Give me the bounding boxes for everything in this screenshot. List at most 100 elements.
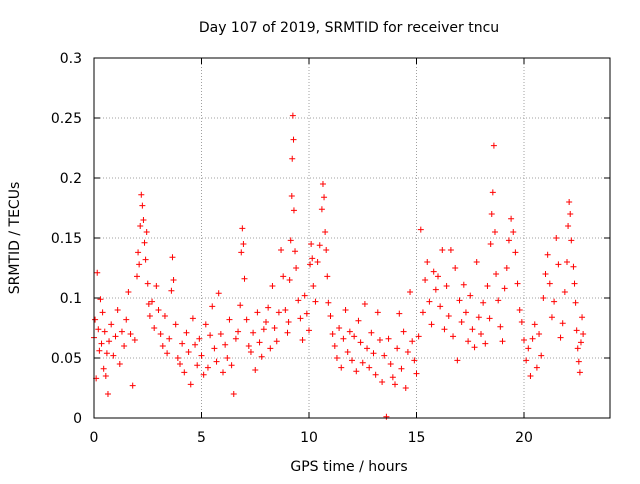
data-point [495, 297, 502, 304]
data-point [573, 327, 580, 334]
data-point [301, 292, 308, 299]
data-point [207, 332, 214, 339]
data-point [536, 331, 543, 337]
data-point [103, 350, 110, 357]
data-point [321, 194, 328, 201]
data-point [226, 316, 233, 323]
data-point [127, 331, 134, 337]
data-point [521, 337, 527, 343]
data-point [443, 283, 450, 289]
data-point [376, 337, 383, 343]
data-point [568, 237, 575, 244]
data-point [465, 338, 472, 345]
data-point [482, 340, 489, 347]
data-point [540, 295, 547, 301]
data-point [224, 355, 231, 361]
data-point [131, 337, 138, 343]
data-point [439, 247, 446, 253]
data-point [170, 277, 177, 283]
data-point [287, 237, 294, 244]
data-point [357, 339, 364, 346]
data-point [323, 247, 330, 253]
data-point [450, 333, 457, 340]
data-point [392, 381, 398, 388]
data-point [114, 307, 121, 313]
data-point [297, 315, 304, 322]
data-point [557, 334, 564, 341]
data-point [282, 307, 289, 313]
data-point [285, 319, 292, 325]
data-point [374, 309, 381, 316]
data-point [238, 249, 245, 256]
data-point [303, 310, 310, 317]
data-point [467, 292, 474, 299]
data-point [209, 303, 216, 310]
data-point [106, 338, 113, 345]
data-point [383, 413, 390, 420]
data-point [417, 226, 424, 233]
data-point [452, 265, 459, 271]
data-point [389, 374, 396, 381]
data-point [306, 327, 312, 334]
data-point [314, 259, 321, 265]
data-point [157, 331, 164, 337]
data-point [312, 298, 319, 305]
data-point [381, 352, 388, 359]
data-point [308, 241, 315, 247]
data-point [518, 319, 525, 325]
data-point [155, 307, 162, 313]
data-point [516, 307, 523, 313]
data-point [252, 367, 259, 373]
data-point [404, 349, 411, 355]
data-point [324, 273, 331, 280]
data-point [278, 247, 285, 253]
data-point [293, 265, 300, 271]
data-point [336, 325, 343, 331]
data-point [333, 355, 340, 361]
data-point [121, 343, 128, 349]
data-point [564, 259, 570, 265]
data-point [570, 263, 577, 270]
data-point [435, 273, 441, 280]
data-point [572, 299, 579, 306]
data-point [456, 297, 463, 304]
data-point [445, 313, 452, 319]
data-point [146, 313, 153, 319]
x-axis-label: GPS time / hours [290, 459, 407, 475]
data-point [370, 350, 377, 357]
data-point [96, 347, 103, 354]
data-point [575, 358, 582, 365]
y-tick-label: 0.3 [60, 51, 82, 67]
data-point [447, 247, 454, 253]
data-point [153, 283, 160, 289]
data-point [529, 335, 536, 342]
data-point [415, 333, 422, 340]
data-point [263, 319, 269, 325]
data-point [480, 299, 487, 306]
data-point [179, 340, 186, 347]
data-point [478, 331, 484, 337]
data-point [576, 369, 583, 376]
data-point [419, 309, 426, 316]
data-point [329, 331, 336, 337]
data-point [222, 341, 229, 348]
data-point [247, 349, 254, 355]
data-point [174, 355, 181, 361]
data-point [138, 191, 145, 198]
data-point [228, 362, 235, 369]
data-point [177, 361, 183, 367]
data-point [580, 331, 587, 337]
data-point [548, 314, 555, 321]
data-point [579, 314, 586, 321]
data-point [307, 261, 314, 268]
data-point [413, 370, 420, 377]
data-point [137, 223, 144, 229]
data-point [284, 329, 291, 336]
data-point [116, 361, 123, 367]
data-point [411, 357, 418, 364]
data-point [187, 381, 194, 388]
data-point [271, 325, 278, 331]
data-point [567, 211, 574, 217]
data-point [290, 136, 297, 143]
